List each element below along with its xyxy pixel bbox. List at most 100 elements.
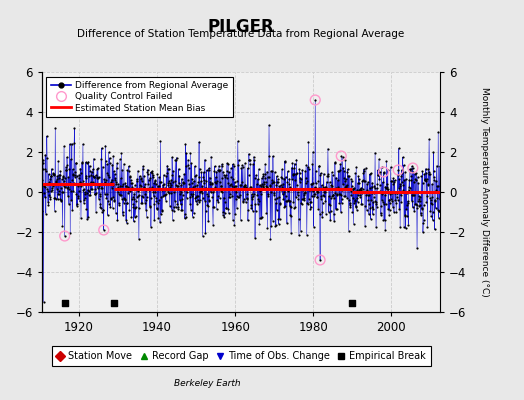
Point	[346, 200, 354, 206]
Point	[145, 176, 153, 183]
Point	[110, 194, 118, 200]
Point	[329, 192, 337, 198]
Point	[239, 196, 248, 202]
Point	[158, 208, 167, 214]
Point	[190, 178, 198, 184]
Point	[65, 166, 73, 173]
Point	[170, 198, 179, 204]
Point	[173, 201, 181, 207]
Point	[261, 179, 270, 186]
Point	[415, 196, 423, 203]
Point	[86, 168, 94, 174]
Point	[185, 181, 193, 187]
Point	[204, 193, 212, 200]
Point	[382, 185, 390, 192]
Point	[176, 197, 184, 204]
Point	[205, 174, 214, 181]
Point	[314, 178, 323, 184]
Point	[80, 189, 89, 196]
Point	[74, 195, 83, 201]
Point	[55, 188, 63, 194]
Point	[98, 185, 106, 192]
Point	[172, 157, 180, 164]
Point	[213, 178, 221, 184]
Point	[59, 173, 68, 179]
Point	[203, 202, 211, 208]
Point	[275, 221, 283, 227]
Point	[397, 199, 406, 206]
Point	[279, 180, 287, 187]
Point	[189, 184, 198, 190]
Point	[211, 178, 219, 185]
Point	[232, 183, 241, 189]
Point	[401, 169, 409, 175]
Point	[354, 191, 363, 198]
Point	[328, 182, 336, 189]
Point	[313, 194, 321, 200]
Point	[38, 208, 47, 214]
Point	[212, 174, 220, 181]
Point	[275, 183, 283, 190]
Point	[251, 201, 259, 207]
Point	[106, 195, 115, 202]
Point	[237, 186, 246, 192]
Point	[100, 180, 108, 187]
Point	[272, 182, 280, 188]
Point	[255, 198, 263, 204]
Point	[256, 188, 264, 194]
Point	[234, 162, 242, 168]
Point	[135, 192, 144, 198]
Point	[236, 217, 245, 223]
Point	[87, 171, 95, 178]
Point	[88, 168, 96, 175]
Point	[151, 194, 160, 201]
Point	[314, 188, 322, 195]
Point	[277, 174, 286, 180]
Point	[163, 166, 172, 172]
Point	[58, 222, 67, 229]
Point	[214, 199, 223, 206]
Point	[336, 192, 345, 198]
Point	[94, 174, 103, 180]
Point	[257, 215, 265, 221]
Point	[344, 172, 353, 179]
Point	[285, 176, 293, 182]
Point	[196, 178, 205, 185]
Point	[133, 176, 141, 182]
Point	[364, 192, 372, 198]
Point	[138, 166, 147, 173]
Point	[263, 224, 271, 231]
Point	[44, 202, 52, 208]
Point	[238, 198, 247, 204]
Point	[168, 172, 177, 178]
Point	[281, 174, 290, 180]
Point	[375, 156, 383, 162]
Point	[399, 154, 407, 160]
Point	[224, 180, 232, 186]
Point	[286, 184, 294, 190]
Point	[321, 197, 330, 204]
Point	[407, 177, 416, 184]
Point	[119, 181, 127, 188]
Point	[107, 185, 116, 191]
Point	[120, 195, 128, 201]
Point	[340, 193, 348, 200]
Point	[187, 206, 195, 213]
Point	[422, 170, 431, 176]
Point	[241, 182, 249, 188]
Point	[390, 177, 399, 184]
Point	[223, 174, 232, 181]
Point	[397, 173, 405, 180]
Point	[144, 171, 152, 177]
Point	[283, 188, 292, 194]
Point	[174, 205, 182, 212]
Point	[318, 182, 326, 188]
Point	[405, 177, 413, 183]
Point	[77, 170, 85, 176]
Point	[73, 173, 81, 179]
Point	[96, 203, 104, 210]
Point	[136, 185, 144, 191]
Point	[292, 156, 301, 163]
Point	[53, 191, 62, 197]
Point	[416, 202, 424, 208]
